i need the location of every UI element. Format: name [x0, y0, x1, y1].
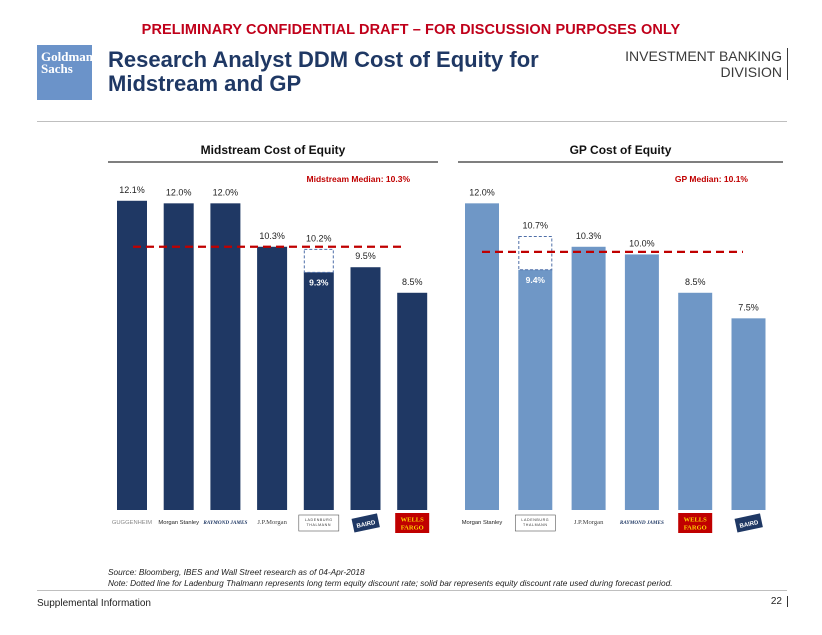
note-line: Note: Dotted line for Ladenburg Thalmann…: [108, 577, 673, 588]
goldman-sachs-logo: Goldman Sachs: [37, 45, 94, 100]
midstream-category-morgan-stanley: Morgan Stanley: [158, 520, 199, 526]
gp-category-baird: BAIRD: [739, 520, 759, 530]
midstream-value-label-j-p-morgan: 10.3%: [259, 231, 285, 241]
midstream-value-label-morgan-stanley: 12.0%: [166, 187, 192, 197]
division-line1: INVESTMENT BANKING: [625, 48, 782, 64]
gp-value-label-j-p-morgan: 10.3%: [576, 231, 602, 241]
midstream-bar-raymond-james: [210, 203, 241, 511]
midstream-median-label: Midstream Median: 10.3%: [307, 174, 411, 184]
midstream-category-raymond-james: RAYMOND JAMES: [203, 520, 247, 526]
gp-category-ladenburg-thalmann: LADENBURG THALMANN: [521, 518, 549, 527]
midstream-dotted-bar-ladenburg-thalmann: [303, 248, 334, 273]
gp-baird-badge: [734, 513, 763, 533]
footer-divider: [37, 590, 787, 591]
midstream-ladenburg-box: [298, 514, 340, 532]
division-label: INVESTMENT BANKING DIVISION: [625, 48, 788, 80]
gp-category-morgan-stanley: Morgan Stanley: [462, 520, 503, 526]
midstream-wells-fargo-badge: [395, 513, 430, 533]
midstream-value-label-wells-fargo: 8.5%: [402, 277, 423, 287]
midstream-category-j-p-morgan: J.P.Morgan: [257, 519, 287, 526]
source-line: Source: Bloomberg, IBES and Wall Street …: [108, 567, 365, 577]
logo-line1: Goldman: [41, 49, 94, 64]
gp-bar-morgan-stanley: [465, 203, 499, 511]
division-line2: DIVISION: [720, 64, 782, 80]
midstream-bar-j-p-morgan: [257, 246, 288, 510]
midstream-chart-title: Midstream Cost of Equity: [200, 143, 346, 157]
gp-median-label: GP Median: 10.1%: [675, 174, 749, 184]
page-number: 22: [771, 596, 788, 607]
midstream-category-wells-fargo: WELLS FARGO: [401, 517, 425, 532]
midstream-baird-badge: [351, 513, 380, 533]
gp-bar-wells-fargo: [678, 292, 713, 510]
gp-chart: GP Median: 10.1% 12.0% Morgan Stanley 10.7%…: [462, 174, 766, 533]
midstream-category-baird: BAIRD: [356, 520, 376, 530]
midstream-bar-wells-fargo: [397, 292, 428, 510]
gp-category-j-p-morgan: J.P.Morgan: [574, 519, 604, 526]
gp-ladenburg-box: [514, 514, 556, 532]
gp-category-raymond-james: RAYMOND JAMES: [620, 520, 664, 526]
confidential-banner: PRELIMINARY CONFIDENTIAL DRAFT – FOR DIS…: [141, 22, 681, 38]
gp-value-label-morgan-stanley: 12.0%: [469, 187, 495, 197]
midstream-value-label-raymond-james: 12.0%: [213, 187, 239, 197]
midstream-bar-morgan-stanley: [163, 203, 194, 511]
midstream-title-rule: [108, 161, 438, 163]
gp-chart-title: GP Cost of Equity: [569, 143, 672, 157]
gp-value-label-wells-fargo: 8.5%: [685, 277, 706, 287]
gp-value-label-baird: 7.5%: [738, 302, 759, 312]
midstream-chart: Midstream Median: 10.3% 12.1% GUGGENHEIM 12…: [112, 174, 430, 533]
logo-line2: Sachs: [41, 61, 73, 76]
midstream-dotted-label: 10.2%: [306, 233, 332, 243]
header-divider: [37, 121, 787, 122]
midstream-category-guggenheim: GUGGENHEIM: [112, 520, 152, 526]
gp-value-label-ladenburg-thalmann: 9.4%: [526, 275, 546, 285]
gp-bar-ladenburg-thalmann: [518, 269, 553, 510]
midstream-bar-guggenheim: [117, 200, 147, 510]
gp-category-wells-fargo: WELLS FARGO: [684, 517, 708, 532]
midstream-value-label-guggenheim: 12.1%: [119, 185, 145, 195]
gp-dotted-label: 10.7%: [523, 221, 549, 231]
gp-wells-fargo-badge: [678, 513, 713, 533]
gp-title-rule: [458, 161, 783, 163]
gp-bar-raymond-james: [624, 254, 659, 510]
midstream-value-label-baird: 9.5%: [355, 251, 376, 261]
gp-bar-j-p-morgan: [571, 246, 606, 510]
midstream-value-label-ladenburg-thalmann: 9.3%: [309, 277, 329, 287]
gp-dotted-bar-ladenburg-thalmann: [518, 236, 553, 271]
footer-label: Supplemental Information: [37, 598, 151, 609]
midstream-bar-baird: [350, 267, 381, 510]
midstream-bar-ladenburg-thalmann: [303, 272, 334, 510]
gp-bar-baird: [731, 318, 766, 510]
midstream-category-ladenburg-thalmann: LADENBURG THALMANN: [305, 518, 333, 527]
source-note: Source: Bloomberg, IBES and Wall Street …: [108, 567, 673, 588]
page-title: Research Analyst DDM Cost of Equity for …: [108, 47, 539, 96]
gp-value-label-raymond-james: 10.0%: [629, 238, 655, 248]
